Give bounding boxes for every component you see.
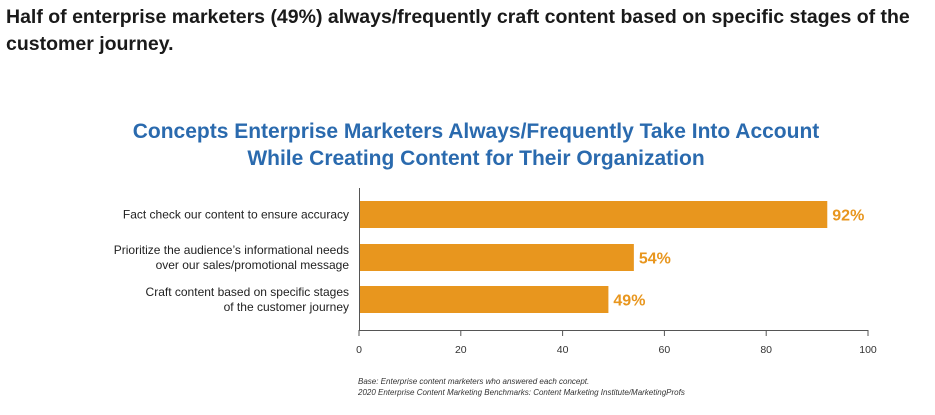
x-tick-label: 40 xyxy=(557,344,569,356)
category-label: Prioritize the audience’s informational … xyxy=(114,243,349,257)
category-label: of the customer journey xyxy=(224,300,349,314)
chart-title-line-2: While Creating Content for Their Organiz… xyxy=(247,147,705,170)
bar xyxy=(360,201,828,228)
x-tick-label: 0 xyxy=(356,344,362,356)
value-label: 49% xyxy=(613,293,645,310)
footnote-source: 2020 Enterprise Content Marketing Benchm… xyxy=(358,388,685,397)
value-label: 92% xyxy=(832,208,864,225)
category-label: Craft content based on specific stages xyxy=(146,285,349,299)
category-label: Fact check our content to ensure accurac… xyxy=(123,208,349,222)
bar xyxy=(360,244,634,271)
chart-title-line-1: Concepts Enterprise Marketers Always/Fre… xyxy=(132,120,820,143)
bar xyxy=(360,286,609,313)
chart-title: Concepts Enterprise Marketers Always/Fre… xyxy=(0,118,935,172)
x-tick-label: 80 xyxy=(760,344,772,356)
x-tick-label: 100 xyxy=(859,344,877,356)
category-label: over our sales/promotional message xyxy=(156,258,350,272)
x-tick-label: 20 xyxy=(455,344,467,356)
value-label: 54% xyxy=(639,251,671,268)
headline: Half of enterprise marketers (49%) alway… xyxy=(6,6,910,55)
footnote-base: Base: Enterprise content marketers who a… xyxy=(358,377,590,386)
x-tick-label: 60 xyxy=(659,344,671,356)
